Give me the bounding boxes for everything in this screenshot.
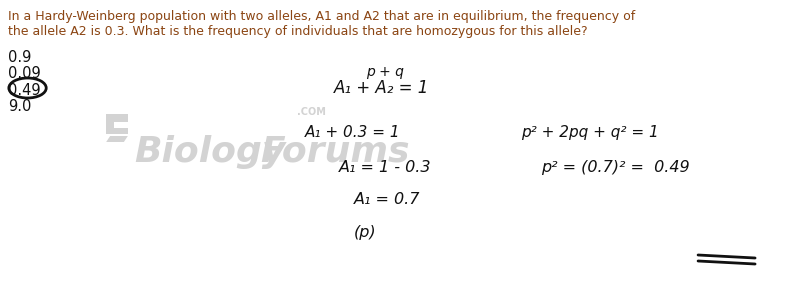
Text: the allele A2 is 0.3. What is the frequency of individuals that are homozygous f: the allele A2 is 0.3. What is the freque… xyxy=(8,25,587,38)
Text: A₁ = 0.7: A₁ = 0.7 xyxy=(354,192,420,207)
Text: (p): (p) xyxy=(354,225,377,240)
Polygon shape xyxy=(106,136,128,142)
Text: p² + 2pq + q² = 1: p² + 2pq + q² = 1 xyxy=(521,125,659,140)
Text: 9.0: 9.0 xyxy=(8,99,31,114)
Text: p + q: p + q xyxy=(366,65,404,79)
Text: p² = (0.7)² =  0.49: p² = (0.7)² = 0.49 xyxy=(541,160,690,175)
Text: A₁ = 1 - 0.3: A₁ = 1 - 0.3 xyxy=(339,160,432,175)
Text: 0.9: 0.9 xyxy=(8,50,31,65)
Text: 0.09: 0.09 xyxy=(8,66,41,81)
Text: A₁ + 0.3 = 1: A₁ + 0.3 = 1 xyxy=(305,125,401,140)
Text: Forums: Forums xyxy=(261,135,410,169)
Text: .COM: .COM xyxy=(297,107,326,117)
Text: 0.49: 0.49 xyxy=(8,83,41,98)
Text: A₁ + A₂ = 1: A₁ + A₂ = 1 xyxy=(334,79,430,97)
Polygon shape xyxy=(106,114,128,134)
Text: Biology: Biology xyxy=(134,135,286,169)
Text: In a Hardy-Weinberg population with two alleles, A1 and A2 that are in equilibri: In a Hardy-Weinberg population with two … xyxy=(8,10,635,23)
